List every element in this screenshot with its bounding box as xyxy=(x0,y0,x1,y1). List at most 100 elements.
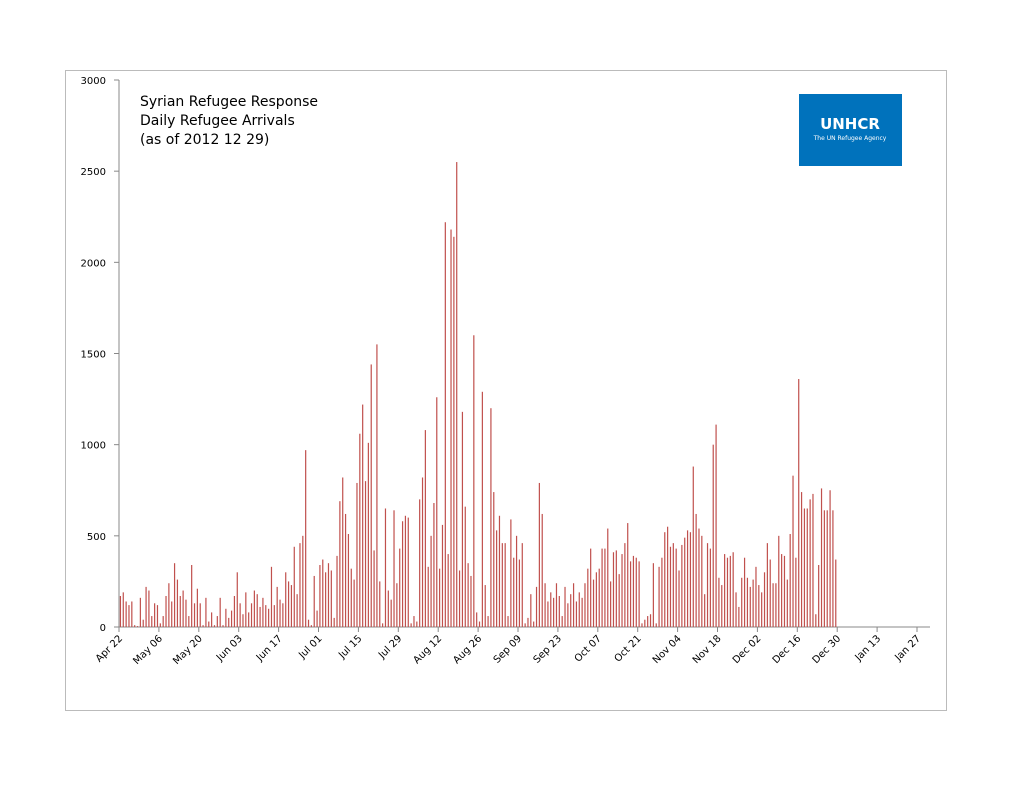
bar xyxy=(695,513,697,627)
bar xyxy=(168,583,170,627)
bar xyxy=(701,535,703,627)
bar xyxy=(179,596,181,627)
bar xyxy=(139,597,141,627)
bar xyxy=(356,482,358,627)
bar xyxy=(595,572,597,627)
bar xyxy=(829,490,831,627)
bar xyxy=(282,603,284,627)
bar xyxy=(156,605,159,627)
bar xyxy=(692,466,694,627)
bar xyxy=(575,601,578,627)
bar xyxy=(151,616,153,627)
bar xyxy=(444,222,446,627)
bar xyxy=(382,623,384,627)
bar xyxy=(236,572,238,627)
bar xyxy=(222,625,224,627)
bar xyxy=(159,623,161,627)
y-tick-label: 3000 xyxy=(81,76,106,87)
bar xyxy=(162,616,164,627)
bar xyxy=(401,521,404,627)
bar xyxy=(524,623,526,627)
bar xyxy=(592,579,595,627)
bar xyxy=(476,612,478,627)
bar xyxy=(664,532,666,627)
bar xyxy=(535,586,538,627)
bar xyxy=(393,510,395,627)
bar xyxy=(612,552,615,627)
bar xyxy=(384,508,387,627)
bar xyxy=(230,610,233,627)
bar xyxy=(248,612,250,627)
bar xyxy=(718,577,720,627)
bar xyxy=(629,561,632,627)
bar xyxy=(131,601,133,627)
bar xyxy=(704,594,706,627)
y-tick-label: 1000 xyxy=(81,441,106,452)
bar xyxy=(547,601,549,627)
bar xyxy=(598,568,600,627)
bar xyxy=(242,614,244,627)
bar xyxy=(293,546,295,627)
bar xyxy=(806,508,808,627)
bar xyxy=(344,513,347,627)
bar xyxy=(567,603,569,627)
bar xyxy=(763,572,766,627)
bar xyxy=(721,585,723,627)
bar xyxy=(259,606,261,627)
bar xyxy=(541,513,543,627)
bar xyxy=(538,482,540,627)
bar xyxy=(604,548,606,627)
bar xyxy=(208,621,210,627)
bar xyxy=(533,621,535,627)
bar xyxy=(781,554,783,627)
bar xyxy=(775,583,777,627)
bar xyxy=(424,430,426,627)
bar xyxy=(225,608,227,627)
bar xyxy=(396,583,398,627)
bar xyxy=(709,548,711,627)
bar xyxy=(632,555,635,627)
bar xyxy=(661,557,663,627)
bar xyxy=(134,625,136,627)
bar xyxy=(498,515,501,627)
bar xyxy=(367,442,369,627)
bar xyxy=(228,617,230,627)
bar xyxy=(433,503,435,627)
bar xyxy=(481,391,483,627)
bar xyxy=(245,592,247,627)
bar xyxy=(390,599,392,627)
bar xyxy=(305,450,307,627)
bar xyxy=(302,535,304,627)
bar xyxy=(835,559,837,627)
bar xyxy=(795,557,797,627)
bar xyxy=(330,570,332,627)
bar xyxy=(504,543,506,627)
bar xyxy=(681,544,683,627)
bar xyxy=(518,559,521,627)
bar xyxy=(145,586,147,627)
bar xyxy=(447,554,449,627)
bar xyxy=(610,581,612,627)
bar xyxy=(196,588,198,627)
bar xyxy=(136,626,139,627)
logo xyxy=(799,94,902,166)
bar xyxy=(672,543,674,627)
bar xyxy=(624,543,626,627)
bar xyxy=(818,565,820,627)
bar xyxy=(706,543,709,627)
bar xyxy=(270,566,273,627)
bar xyxy=(513,557,515,627)
bar xyxy=(732,552,734,627)
bar xyxy=(327,563,330,627)
bar xyxy=(761,592,763,627)
bar xyxy=(738,606,740,627)
bar xyxy=(176,579,179,627)
bar xyxy=(262,597,264,627)
bar xyxy=(621,554,623,627)
bar xyxy=(550,592,552,627)
bar xyxy=(456,162,458,628)
bar xyxy=(490,408,492,627)
bar xyxy=(285,572,287,627)
bar xyxy=(689,532,692,627)
bar xyxy=(427,566,429,627)
